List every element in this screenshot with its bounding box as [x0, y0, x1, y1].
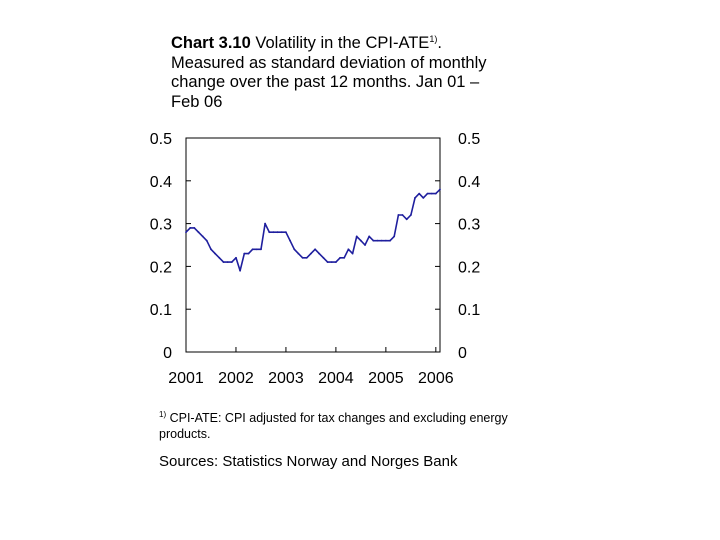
data-point [364, 244, 366, 246]
y-tick-label-right: 0.5 [458, 131, 480, 148]
chart-title-text-cont: . Measured as standard deviation of mont… [171, 34, 487, 111]
data-point [434, 192, 437, 195]
data-point [293, 248, 296, 251]
data-point [355, 235, 358, 238]
data-point [201, 235, 204, 238]
data-point [285, 231, 287, 234]
data-point [330, 261, 333, 263]
data-point [405, 218, 408, 221]
y-tick-label-left: 0 [163, 345, 172, 362]
data-point [385, 239, 387, 242]
data-point [264, 222, 266, 225]
y-tick-label-left: 0.4 [150, 174, 172, 191]
data-point [401, 214, 404, 216]
data-point [268, 231, 271, 234]
data-point [243, 252, 246, 255]
chart-title: Chart 3.10 Volatility in the CPI-ATE1). … [171, 34, 501, 112]
data-point [360, 239, 362, 242]
plot-area-frame [185, 137, 441, 353]
axis-ticks [186, 137, 440, 353]
data-point [305, 256, 308, 259]
data-point [376, 239, 379, 242]
data-point [310, 252, 312, 255]
data-point [214, 252, 217, 255]
data-point [335, 261, 337, 263]
data-point [193, 227, 196, 229]
data-point [322, 256, 325, 259]
x-tick-label: 2006 [418, 370, 454, 387]
x-tick-label: 2004 [318, 370, 354, 387]
data-point [251, 248, 254, 251]
x-tick-label: 2001 [168, 370, 204, 387]
data-point [368, 235, 371, 238]
data-point [418, 192, 421, 195]
data-point [397, 214, 400, 216]
data-point [326, 261, 329, 263]
data-point [222, 261, 225, 263]
data-point [235, 256, 237, 259]
y-tick-label-right: 0.1 [458, 302, 480, 319]
data-point [272, 231, 275, 234]
data-point [185, 231, 187, 234]
series-layer [185, 188, 441, 272]
data-point [218, 256, 221, 259]
data-point [297, 252, 300, 255]
x-tick-label: 2002 [218, 370, 254, 387]
y-tick-label-left: 0.1 [150, 302, 172, 319]
data-point [422, 197, 425, 199]
title-footnote-marker: 1) [429, 34, 438, 44]
y-tick-label-left: 0.3 [150, 217, 172, 234]
data-point [276, 231, 279, 234]
data-point [426, 192, 429, 195]
data-point [289, 239, 291, 242]
x-tick-label: 2003 [268, 370, 304, 387]
data-point [210, 248, 212, 251]
data-point [230, 261, 233, 263]
data-point [197, 231, 200, 234]
data-point [389, 239, 391, 242]
data-point [226, 261, 229, 263]
data-point [414, 197, 416, 199]
data-point [347, 248, 350, 251]
data-point [339, 256, 341, 259]
y-tick-label-right: 0.3 [458, 217, 480, 234]
data-point [247, 252, 250, 255]
data-point [239, 269, 242, 272]
data-point [430, 192, 433, 195]
data-point [343, 256, 346, 259]
data-point [255, 248, 258, 251]
y-tick-label-left: 0.5 [150, 131, 172, 148]
y-tick-label-right: 0 [458, 345, 467, 362]
tick-labels: 0.5 0.5 0.4 0.4 0.3 0.3 0.2 0.2 0.1 0.1 0 0 2001 2002… [150, 131, 481, 387]
data-point [318, 252, 321, 255]
y-tick-label-right: 0.2 [458, 259, 480, 276]
footnote: 1) CPI-ATE: CPI adjusted for tax changes… [159, 410, 529, 442]
data-point [393, 235, 396, 238]
data-point [351, 252, 354, 255]
data-point [280, 231, 283, 234]
footnote-text: CPI-ATE: CPI adjusted for tax changes an… [159, 411, 508, 441]
chart-title-text: Volatility in the CPI-ATE [250, 34, 430, 52]
y-tick-label-left: 0.2 [150, 259, 172, 276]
chart-number: Chart 3.10 [171, 34, 251, 52]
footnote-marker: 1) [159, 410, 167, 419]
data-point [205, 239, 208, 242]
x-tick-label: 2005 [368, 370, 404, 387]
data-point [314, 248, 316, 251]
data-point [189, 227, 192, 229]
y-tick-label-right: 0.4 [458, 174, 480, 191]
data-point [301, 256, 304, 259]
series-line [185, 188, 441, 272]
data-point [260, 248, 262, 251]
sources-note: Sources: Statistics Norway and Norges Ba… [159, 453, 458, 470]
data-point [372, 239, 375, 242]
data-point [380, 239, 383, 242]
data-point [439, 188, 441, 191]
data-point [410, 214, 412, 216]
